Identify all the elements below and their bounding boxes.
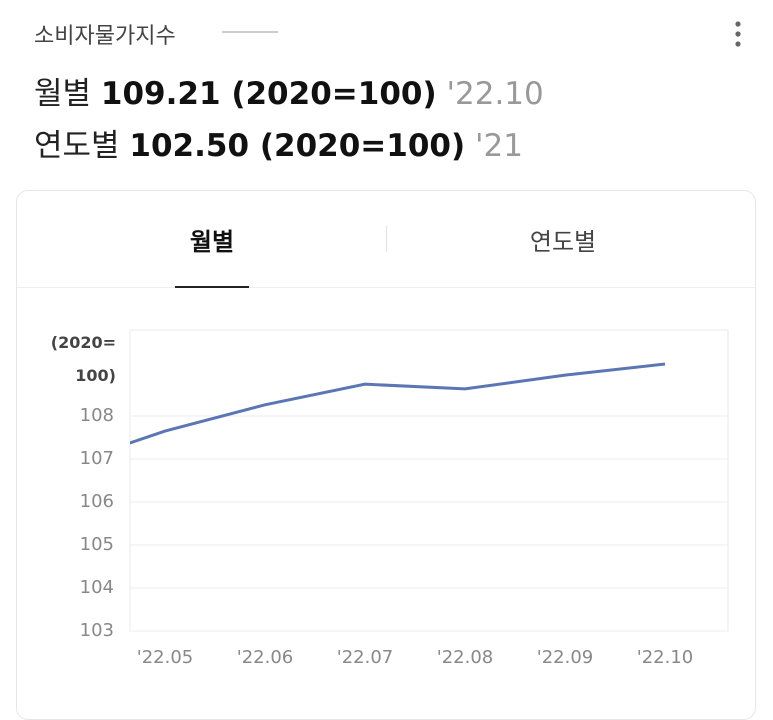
row-value: 109.21 (2020=100)	[100, 76, 437, 112]
row-label: 월별	[34, 76, 92, 112]
tab-indicator	[175, 286, 249, 288]
row-date: '21	[475, 128, 523, 164]
tab-divider	[386, 226, 387, 252]
x-tick-label: '22.08	[437, 647, 493, 668]
plot-frame	[129, 329, 729, 632]
y-tick-label: 106	[80, 491, 114, 512]
title: 소비자물가지수	[34, 24, 176, 49]
row-label: 연도별	[34, 128, 120, 164]
x-tick-label: '22.09	[537, 647, 593, 668]
y-tick-label: 108	[80, 405, 114, 426]
x-tick-label: '22.06	[237, 647, 293, 668]
plot-area	[130, 362, 666, 445]
x-tick-label: '22.07	[337, 647, 393, 668]
row-date: '22.10	[446, 76, 544, 112]
summary-row: 월별 109.21 (2020=100) '22.10	[34, 68, 544, 113]
tab-bar	[17, 191, 755, 288]
line	[130, 362, 666, 445]
tab[interactable]: 연도별	[529, 228, 597, 256]
summary-row: 연도별 102.50 (2020=100) '21	[34, 120, 523, 165]
y-tick-label: 104	[80, 577, 114, 598]
y-tick-label: 105	[80, 534, 114, 555]
y-tick-label: 103	[80, 620, 114, 641]
tab[interactable]: 월별	[189, 228, 235, 256]
x-tick-label: '22.05	[137, 647, 193, 668]
x-tick-label: '22.10	[637, 647, 693, 668]
y-tick-label: 107	[80, 448, 114, 469]
y-axis-label: (2020=100)	[50, 333, 116, 385]
more-menu[interactable]	[728, 16, 748, 56]
row-value: 102.50 (2020=100)	[129, 128, 466, 164]
chart-card	[16, 190, 756, 720]
title-rule	[222, 31, 278, 33]
